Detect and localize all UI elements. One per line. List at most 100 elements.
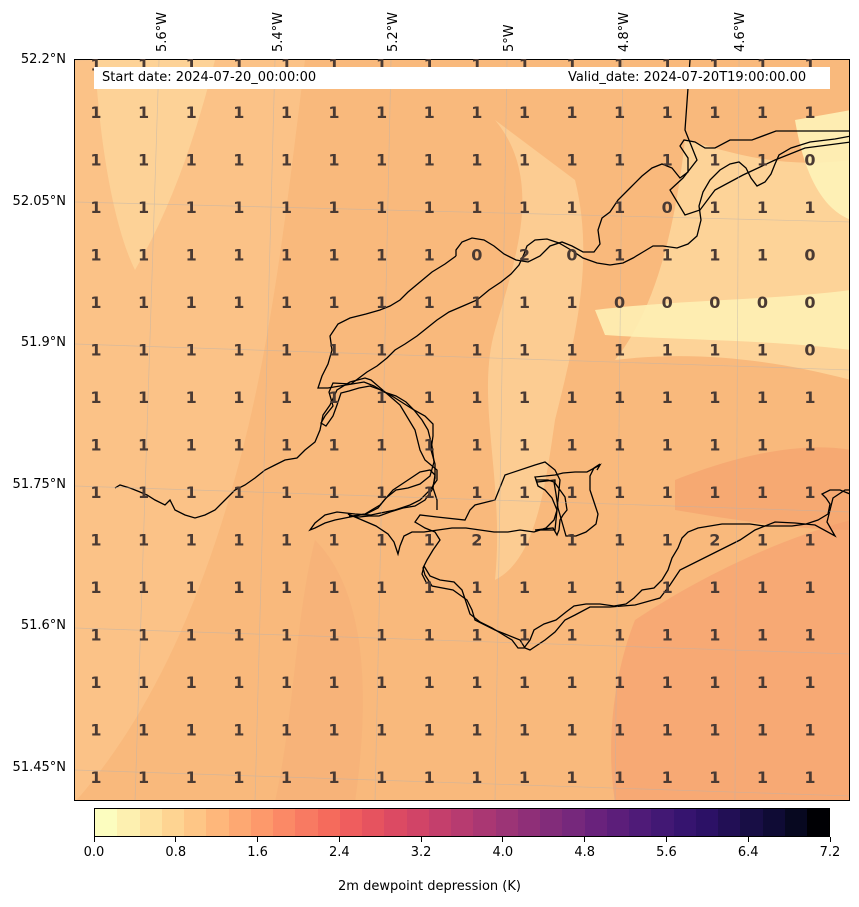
colorbar-segment-3 [161, 809, 184, 836]
grid-value-r0-c12: 1 [662, 59, 673, 75]
grid-value-r11-c15: 1 [804, 578, 815, 597]
lon-label-5-4w: 5.4°W [271, 11, 286, 52]
grid-value-r0-c11: 1 [614, 59, 625, 75]
colorbar-segment-28 [718, 809, 741, 836]
grid-value-r14-c1: 1 [138, 721, 149, 740]
grid-value-r7-c12: 1 [662, 388, 673, 407]
grid-value-r10-c2: 1 [186, 531, 197, 550]
grid-value-r11-c13: 1 [709, 578, 720, 597]
grid-value-r7-c5: 1 [328, 388, 339, 407]
grid-value-r8-c11: 1 [614, 436, 625, 455]
colorbar-tick-mark-9 [829, 837, 831, 842]
grid-value-r1-c6: 1 [376, 103, 387, 122]
grid-value-r4-c8: 0 [471, 246, 482, 265]
grid-value-r7-c8: 1 [471, 388, 482, 407]
grid-value-r13-c10: 1 [566, 673, 577, 692]
grid-value-r9-c9: 1 [519, 483, 530, 502]
grid-value-r13-c12: 1 [662, 673, 673, 692]
colorbar-segment-25 [651, 809, 674, 836]
grid-value-r15-c7: 1 [424, 768, 435, 787]
colorbar-segment-11 [339, 809, 362, 836]
grid-value-r1-c8: 1 [471, 103, 482, 122]
grid-value-r2-c13: 1 [709, 151, 720, 170]
colorbar-tick-label-1: 0.8 [165, 845, 187, 860]
grid-value-r8-c6: 1 [376, 436, 387, 455]
grid-value-r3-c13: 1 [709, 198, 720, 217]
grid-value-r0-c15: 1 [804, 59, 815, 75]
colorbar-segment-7 [250, 809, 273, 836]
grid-value-r15-c3: 1 [233, 768, 244, 787]
grid-value-r10-c1: 1 [138, 531, 149, 550]
grid-value-r4-c3: 1 [233, 246, 244, 265]
grid-value-r2-c12: 1 [662, 151, 673, 170]
grid-value-r1-c12: 1 [662, 103, 673, 122]
grid-value-r6-c12: 1 [662, 341, 673, 360]
grid-value-r12-c2: 1 [186, 626, 197, 645]
grid-value-r11-c6: 1 [376, 578, 387, 597]
grid-value-r10-c13: 2 [709, 531, 720, 550]
lon-label-5-6w: 5.6°W [155, 11, 170, 52]
grid-value-r13-c13: 1 [709, 673, 720, 692]
grid-value-r13-c6: 1 [376, 673, 387, 692]
colorbar-segment-16 [451, 809, 474, 836]
grid-value-r15-c8: 1 [471, 768, 482, 787]
colorbar-tick-label-3: 2.4 [328, 845, 350, 860]
grid-value-r15-c14: 1 [757, 768, 768, 787]
grid-value-r11-c9: 1 [519, 578, 530, 597]
grid-value-r5-c1: 1 [138, 293, 149, 312]
grid-value-r7-c13: 1 [709, 388, 720, 407]
grid-value-r9-c12: 1 [662, 483, 673, 502]
grid-value-r7-c0: 1 [90, 388, 101, 407]
grid-value-r13-c1: 1 [138, 673, 149, 692]
grid-value-r9-c14: 1 [757, 483, 768, 502]
grid-value-r5-c9: 1 [519, 293, 530, 312]
grid-value-r5-c3: 1 [233, 293, 244, 312]
grid-value-r14-c14: 1 [757, 721, 768, 740]
grid-value-r11-c4: 1 [281, 578, 292, 597]
grid-value-r11-c2: 1 [186, 578, 197, 597]
grid-value-r4-c4: 1 [281, 246, 292, 265]
grid-value-r3-c3: 1 [233, 198, 244, 217]
grid-value-r1-c4: 1 [281, 103, 292, 122]
grid-value-r0-c8: 1 [471, 59, 482, 75]
lat-label-51-9: 51.9°N [20, 335, 66, 350]
graticule-lat-2 [75, 201, 849, 223]
grid-value-r7-c15: 1 [804, 388, 815, 407]
colorbar-segment-24 [629, 809, 652, 836]
grid-value-r3-c6: 1 [376, 198, 387, 217]
lon-label-4-6w: 4.6°W [733, 11, 748, 52]
grid-value-r9-c1: 1 [138, 483, 149, 502]
valid-date-label: Valid_date: 2024-07-20T19:00:00.00 [568, 70, 807, 85]
grid-value-r8-c15: 1 [804, 436, 815, 455]
grid-value-r8-c9: 1 [519, 436, 530, 455]
grid-value-r9-c5: 1 [328, 483, 339, 502]
graticule-lon-4 [494, 60, 508, 800]
grid-value-r14-c12: 1 [662, 721, 673, 740]
grid-value-r8-c14: 1 [757, 436, 768, 455]
grid-value-r0-c0: 1 [90, 59, 101, 75]
colorbar-tick-label-0: 0.0 [83, 845, 105, 860]
grid-value-r4-c11: 1 [614, 246, 625, 265]
grid-value-r15-c1: 1 [138, 768, 149, 787]
grid-value-r8-c4: 1 [281, 436, 292, 455]
colorbar-segment-31 [784, 809, 807, 836]
grid-value-r9-c7: 1 [424, 483, 435, 502]
grid-value-r1-c5: 1 [328, 103, 339, 122]
grid-value-r7-c6: 1 [376, 388, 387, 407]
colorbar-tick-label-6: 4.8 [574, 845, 595, 860]
grid-value-r4-c6: 1 [376, 246, 387, 265]
colorbar-segment-4 [184, 809, 207, 836]
field-region-dark-west [275, 540, 363, 800]
grid-value-r8-c8: 1 [471, 436, 482, 455]
grid-value-r9-c3: 1 [233, 483, 244, 502]
grid-value-r1-c1: 1 [138, 103, 149, 122]
grid-value-r8-c10: 1 [566, 436, 577, 455]
grid-value-r5-c2: 1 [186, 293, 197, 312]
grid-value-r0-c14: 1 [757, 59, 768, 75]
grid-value-r2-c7: 1 [424, 151, 435, 170]
grid-value-r10-c0: 1 [90, 531, 101, 550]
colorbar-segment-2 [139, 809, 162, 836]
colorbar [94, 808, 830, 837]
grid-value-r10-c10: 1 [566, 531, 577, 550]
grid-value-r14-c4: 1 [281, 721, 292, 740]
